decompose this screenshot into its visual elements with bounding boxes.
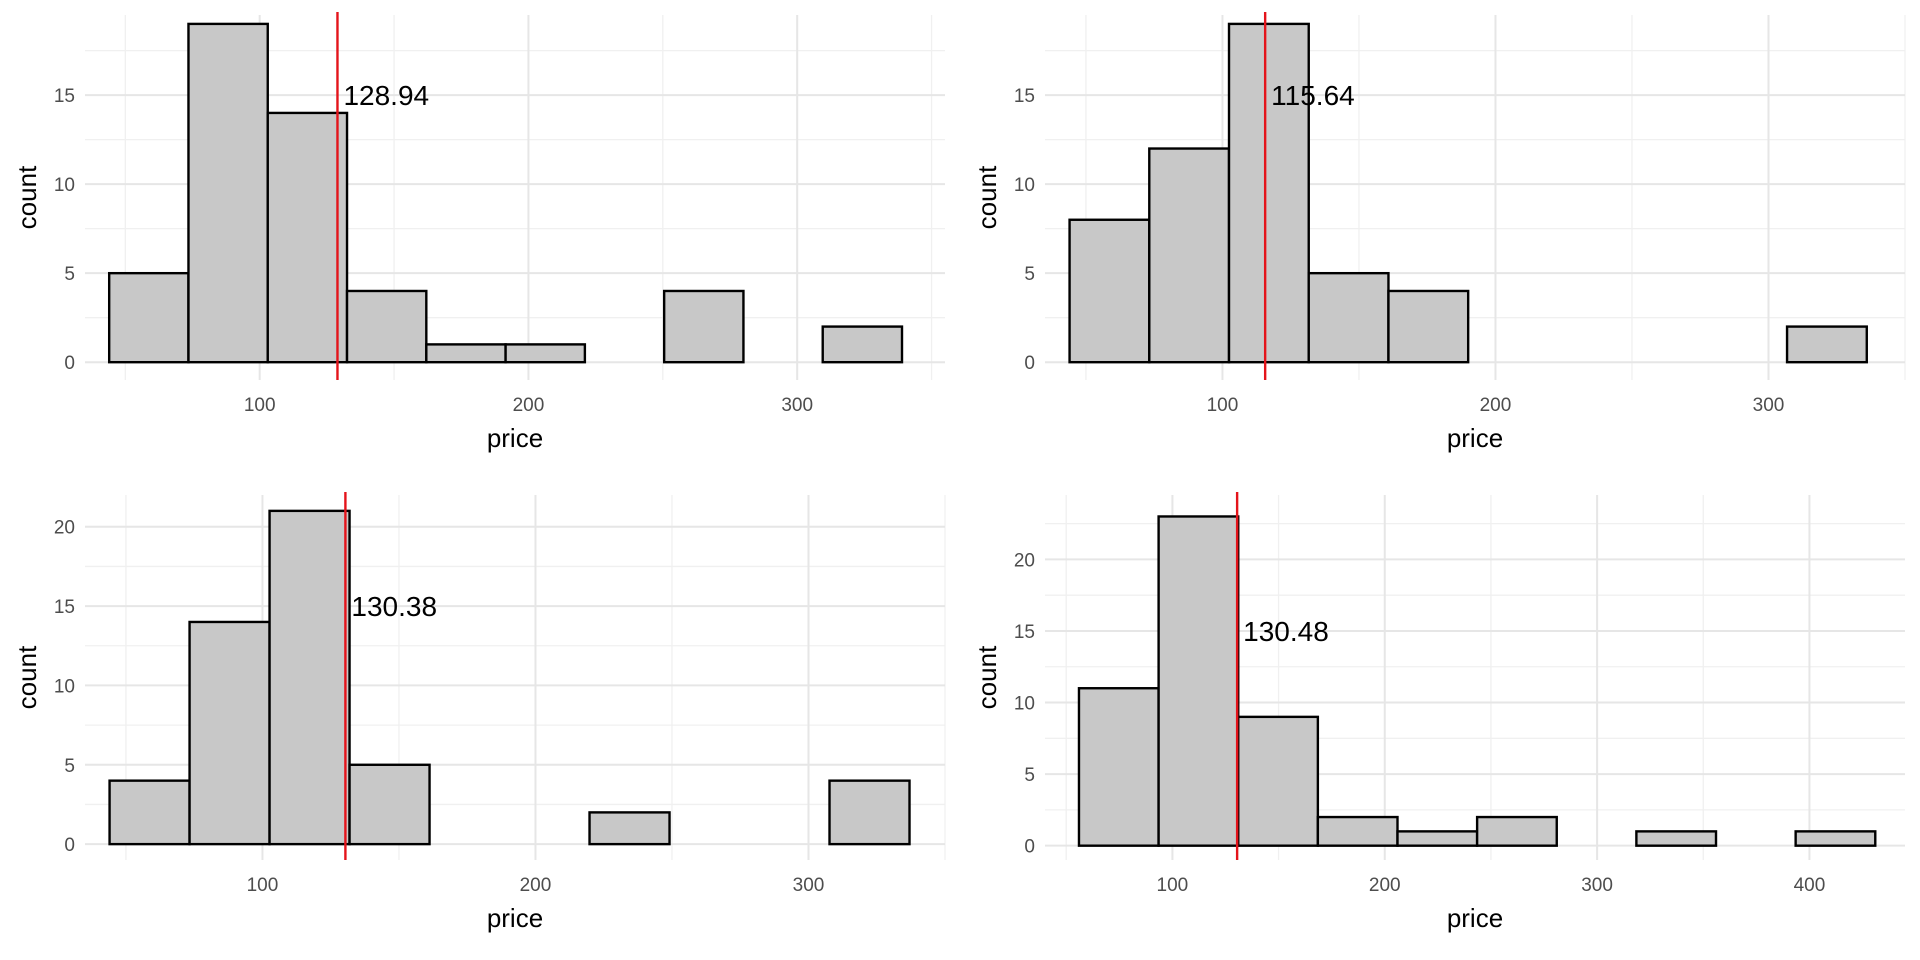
histogram-panel-2: 115.64 100 200 300 0 5 10 15 price count (972, 12, 1906, 453)
histogram-panel-4: 130.48 100 200 300 400 0 5 10 15 20 price count (972, 492, 1905, 933)
y-tick-label: 15 (1014, 86, 1035, 107)
y-tick-label: 20 (1014, 550, 1035, 571)
histogram-bar (187, 22, 269, 364)
mean-label: 128.94 (343, 80, 429, 111)
y-tick-label: 10 (54, 676, 75, 697)
histogram-bar (345, 289, 428, 364)
x-tick-label: 300 (1581, 875, 1613, 896)
histogram-bar (1635, 830, 1718, 847)
histogram-bar (188, 620, 271, 846)
histogram-bar (1157, 515, 1240, 847)
histogram-bars (108, 509, 911, 846)
x-tick-label: 100 (1207, 395, 1239, 416)
x-tick-label: 300 (1753, 395, 1785, 416)
histogram-bar (1316, 815, 1399, 847)
histogram-bar (1307, 271, 1390, 364)
histogram-bar (1068, 218, 1151, 364)
histogram-bar (1148, 147, 1231, 364)
x-tick-label: 100 (1157, 875, 1189, 896)
histogram-panel-3: 130.38 100 200 300 0 5 10 15 20 price count (12, 492, 946, 933)
histogram-bar (1794, 830, 1877, 847)
y-tick-label: 10 (1014, 694, 1035, 715)
histogram-bar (1785, 325, 1868, 364)
y-tick-label: 15 (1014, 622, 1035, 643)
histogram-bar (268, 509, 351, 846)
x-tick-label: 200 (1480, 395, 1512, 416)
y-tick-label: 10 (1014, 175, 1035, 196)
histogram-bar (1227, 22, 1310, 364)
histogram-bar (1475, 815, 1558, 847)
histogram-bar (266, 111, 349, 364)
y-axis-title: count (972, 165, 1002, 229)
x-tick-label: 300 (781, 395, 813, 416)
y-tick-label: 5 (1024, 765, 1035, 786)
histogram-bar (588, 811, 671, 846)
histogram-bar (504, 343, 587, 364)
histogram-bar (1077, 687, 1160, 847)
histogram-bar (348, 763, 431, 846)
histogram-panel-1: 128.94 100 200 300 0 5 10 15 price count (12, 12, 945, 453)
x-tick-label: 100 (247, 875, 279, 896)
x-tick-label: 200 (1369, 875, 1401, 896)
y-tick-label: 0 (64, 353, 75, 374)
histogram-bar (107, 271, 190, 364)
histogram-bars (107, 22, 904, 364)
x-tick-label: 200 (513, 395, 545, 416)
x-tick-label: 100 (244, 395, 276, 416)
y-axis-title: count (12, 645, 42, 709)
histogram-bar (1387, 289, 1470, 364)
y-tick-label: 5 (1024, 264, 1035, 285)
histogram-bar (1396, 830, 1479, 847)
histogram-bar (425, 343, 507, 364)
histogram-bar (821, 325, 904, 364)
y-tick-label: 10 (54, 175, 75, 196)
y-tick-label: 15 (54, 597, 75, 618)
x-tick-label: 400 (1794, 875, 1826, 896)
x-tick-label: 200 (520, 875, 552, 896)
y-tick-label: 15 (54, 86, 75, 107)
histogram-bars (1068, 22, 1868, 364)
x-axis-title: price (1447, 903, 1503, 933)
y-tick-label: 0 (64, 835, 75, 856)
histogram-bar (1237, 715, 1320, 847)
histogram-bar (108, 779, 191, 846)
y-axis-title: count (12, 165, 42, 229)
mean-label: 130.48 (1243, 616, 1329, 647)
x-tick-label: 300 (793, 875, 825, 896)
x-axis-title: price (1447, 423, 1503, 453)
x-axis-title: price (487, 903, 543, 933)
histogram-bar (828, 779, 911, 846)
y-tick-label: 5 (64, 756, 75, 777)
mean-label: 115.64 (1271, 80, 1355, 111)
histogram-bar (662, 289, 745, 364)
x-axis-title: price (487, 423, 543, 453)
histogram-bars (1077, 515, 1877, 847)
y-tick-label: 5 (64, 264, 75, 285)
y-axis-title: count (972, 645, 1002, 709)
mean-label: 130.38 (351, 591, 437, 622)
y-tick-label: 20 (54, 518, 75, 539)
y-tick-label: 0 (1024, 837, 1035, 858)
y-tick-label: 0 (1024, 353, 1035, 374)
